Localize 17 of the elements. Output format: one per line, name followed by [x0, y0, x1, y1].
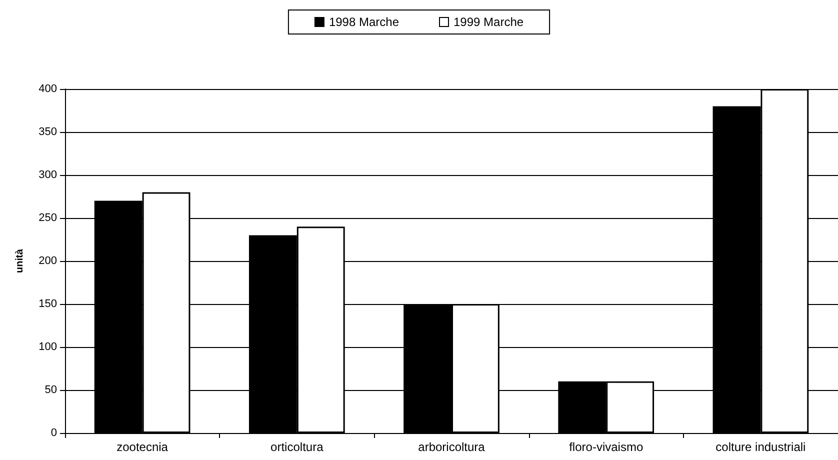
- y-tick-label: 400: [38, 83, 57, 95]
- y-tick-label: 200: [38, 255, 57, 267]
- x-tick-label: floro-vivaismo: [569, 440, 644, 454]
- legend-label: 1998 Marche: [328, 15, 400, 29]
- y-tick-label: 250: [38, 212, 57, 224]
- x-tick-label: orticoltura: [270, 440, 324, 454]
- x-tick-label: arboricoltura: [418, 440, 486, 454]
- y-tick-label: 350: [38, 126, 57, 138]
- y-tick-label: 100: [38, 341, 57, 353]
- y-tick-label: 0: [50, 427, 57, 439]
- legend-label: 1999 Marche: [454, 15, 524, 29]
- x-tick-label: zootecnia: [116, 440, 168, 454]
- y-axis-title: unità: [14, 248, 26, 273]
- x-tick-label: colture industriali: [716, 440, 806, 454]
- y-tick-label: 50: [44, 384, 57, 396]
- y-tick-label: 150: [38, 298, 57, 310]
- y-tick-label: 300: [38, 169, 57, 181]
